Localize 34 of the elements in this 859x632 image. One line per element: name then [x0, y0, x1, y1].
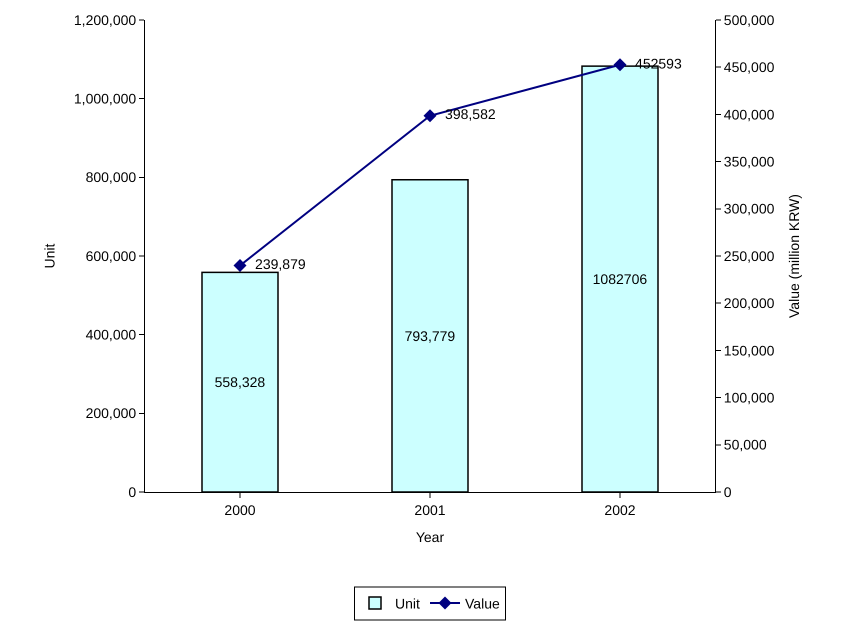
point [614, 58, 626, 72]
y2-tick-label: 500,000 [724, 12, 775, 28]
y2-tick-label: 200,000 [724, 295, 775, 312]
y2-tick-label: 150,000 [724, 342, 775, 358]
y2-tick-label: 400,000 [724, 106, 775, 122]
y-tick-label: 1,000,000 [74, 90, 136, 107]
x-axis-title: Year [416, 529, 444, 546]
data-label: 239,879 [247, 256, 306, 272]
legend-label: Unit [395, 595, 420, 612]
legend-label: Value [465, 595, 500, 612]
y-tick-label: 0 [128, 484, 136, 500]
y2-tick-label: 0 [724, 484, 732, 500]
y-axis-title: Unit [42, 243, 58, 268]
data-label: 1082706 [592, 271, 648, 288]
y-tick-label: 800,000 [86, 169, 136, 186]
x-tick-label: 2001 [414, 502, 446, 518]
data-label: 398,582 [437, 106, 496, 122]
y2-axis-title: Value (million KRW) [786, 194, 802, 318]
y2-tick-label: 50,000 [724, 436, 767, 453]
data-label: 558,328 [214, 374, 266, 390]
y-tick-label: 600,000 [86, 248, 136, 264]
y2-tick-label: 450,000 [724, 59, 775, 76]
data-label: 793,779 [404, 328, 456, 344]
y-tick-label: 200,000 [86, 405, 136, 422]
point [234, 259, 246, 272]
point [424, 109, 436, 122]
y-tick-label: 1,200,000 [74, 12, 136, 28]
y2-tick-label: 350,000 [724, 154, 775, 170]
y-tick-label: 400,000 [86, 326, 136, 343]
y2-tick-label: 100,000 [724, 390, 775, 406]
x-tick-label: 2000 [224, 502, 256, 518]
y2-tick-label: 300,000 [724, 200, 775, 217]
x-tick-label: 2002 [604, 502, 636, 518]
y2-tick-label: 250,000 [724, 248, 775, 264]
